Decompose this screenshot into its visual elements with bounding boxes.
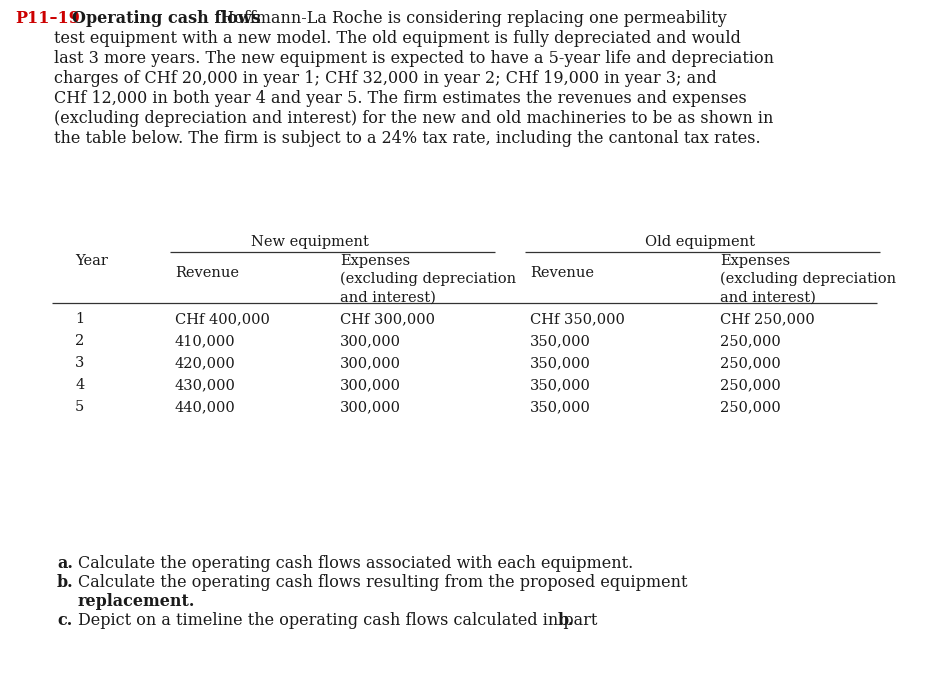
Text: 350,000: 350,000 [530,356,590,370]
Text: b.: b. [558,612,574,629]
Text: 300,000: 300,000 [340,334,401,348]
Text: last 3 more years. The new equipment is expected to have a 5-year life and depre: last 3 more years. The new equipment is … [54,50,773,67]
Text: 250,000: 250,000 [719,334,780,348]
Text: CHf 250,000: CHf 250,000 [719,312,814,326]
Text: Hoffmann-La Roche is considering replacing one permeability: Hoffmann-La Roche is considering replaci… [214,10,726,27]
Text: Expenses
(excluding depreciation
and interest): Expenses (excluding depreciation and int… [340,254,516,304]
Text: 350,000: 350,000 [530,400,590,414]
Text: CHf 300,000: CHf 300,000 [340,312,434,326]
Text: 350,000: 350,000 [530,378,590,392]
Text: 5: 5 [75,400,84,414]
Text: 4: 4 [75,378,84,392]
Text: 300,000: 300,000 [340,378,401,392]
Text: 420,000: 420,000 [174,356,236,370]
Text: New equipment: New equipment [251,235,368,249]
Text: Calculate the operating cash flows associated with each equipment.: Calculate the operating cash flows assoc… [78,555,633,572]
Text: (excluding depreciation and interest) for the new and old machineries to be as s: (excluding depreciation and interest) fo… [54,110,772,127]
Text: Expenses
(excluding depreciation
and interest): Expenses (excluding depreciation and int… [719,254,896,304]
Text: Old equipment: Old equipment [644,235,754,249]
Text: c.: c. [57,612,72,629]
Text: test equipment with a new model. The old equipment is fully depreciated and woul: test equipment with a new model. The old… [54,30,740,47]
Text: 410,000: 410,000 [174,334,236,348]
Text: replacement.: replacement. [78,593,195,610]
Text: 350,000: 350,000 [530,334,590,348]
Text: 300,000: 300,000 [340,400,401,414]
Text: CHf 12,000 in both year 4 and year 5. The firm estimates the revenues and expens: CHf 12,000 in both year 4 and year 5. Th… [54,90,746,107]
Text: the table below. The firm is subject to a 24% tax rate, including the cantonal t: the table below. The firm is subject to … [54,130,760,147]
Text: 2: 2 [75,334,84,348]
Text: P11–19: P11–19 [15,10,80,27]
Text: Year: Year [75,254,108,268]
Text: CHf 350,000: CHf 350,000 [530,312,625,326]
Text: 430,000: 430,000 [174,378,236,392]
Text: 250,000: 250,000 [719,356,780,370]
Text: Calculate the operating cash flows resulting from the proposed equipment: Calculate the operating cash flows resul… [78,574,687,591]
Text: 1: 1 [75,312,84,326]
Text: 300,000: 300,000 [340,356,401,370]
Text: 250,000: 250,000 [719,400,780,414]
Text: 3: 3 [75,356,84,370]
Text: Depict on a timeline the operating cash flows calculated in part: Depict on a timeline the operating cash … [78,612,602,629]
Text: 250,000: 250,000 [719,378,780,392]
Text: b.: b. [57,574,73,591]
Text: Revenue: Revenue [174,266,238,280]
Text: charges of CHf 20,000 in year 1; CHf 32,000 in year 2; CHf 19,000 in year 3; and: charges of CHf 20,000 in year 1; CHf 32,… [54,70,716,87]
Text: a.: a. [57,555,72,572]
Text: Operating cash flows: Operating cash flows [72,10,261,27]
Text: Revenue: Revenue [530,266,593,280]
Text: 440,000: 440,000 [174,400,236,414]
Text: CHf 400,000: CHf 400,000 [174,312,270,326]
